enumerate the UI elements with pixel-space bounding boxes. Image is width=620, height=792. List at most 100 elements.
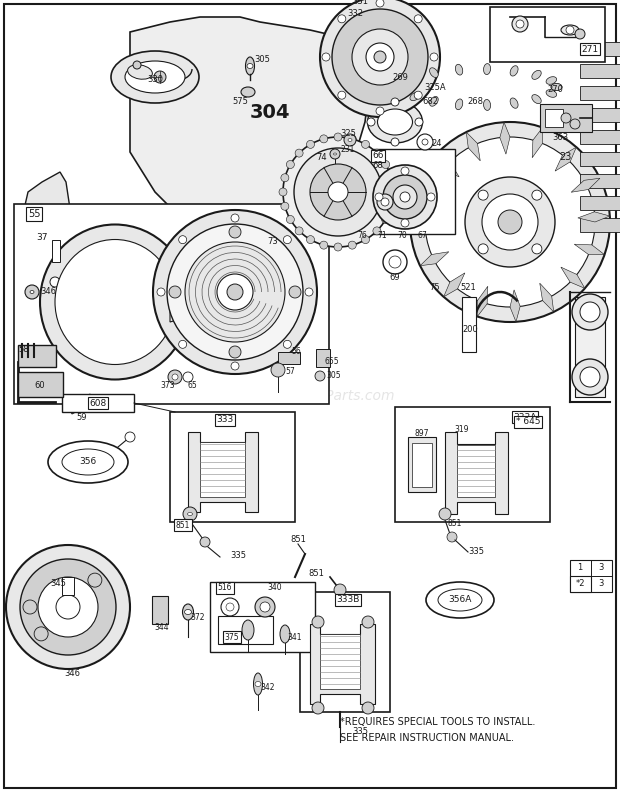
Circle shape — [414, 91, 422, 99]
Ellipse shape — [55, 239, 175, 364]
Circle shape — [348, 135, 356, 143]
Circle shape — [167, 224, 303, 360]
Circle shape — [179, 236, 187, 244]
Bar — [412, 443, 432, 487]
Text: 71: 71 — [377, 230, 387, 239]
Text: 305: 305 — [254, 55, 270, 64]
Polygon shape — [68, 394, 95, 414]
Circle shape — [393, 185, 417, 209]
Circle shape — [295, 227, 303, 235]
Text: 516: 516 — [218, 584, 232, 592]
Text: 70: 70 — [397, 230, 407, 239]
Circle shape — [430, 53, 438, 61]
Ellipse shape — [484, 100, 490, 110]
Circle shape — [362, 702, 374, 714]
Ellipse shape — [378, 109, 412, 135]
Text: 319: 319 — [454, 425, 469, 435]
Ellipse shape — [410, 74, 420, 82]
Text: 333: 333 — [216, 416, 234, 425]
Text: 851: 851 — [176, 520, 190, 530]
Bar — [395, 407, 550, 522]
Circle shape — [361, 236, 370, 244]
Circle shape — [482, 194, 538, 250]
Text: 304: 304 — [250, 102, 290, 121]
Polygon shape — [170, 282, 210, 322]
Text: SEE REPAIR INSTRUCTION MANUAL.: SEE REPAIR INSTRUCTION MANUAL. — [340, 733, 514, 743]
Circle shape — [375, 193, 383, 201]
Circle shape — [25, 285, 39, 299]
Ellipse shape — [532, 94, 541, 104]
Polygon shape — [20, 172, 72, 312]
Circle shape — [271, 363, 285, 377]
Bar — [580, 86, 620, 100]
Circle shape — [373, 165, 437, 229]
Ellipse shape — [551, 83, 562, 90]
Bar — [320, 634, 360, 689]
Circle shape — [200, 537, 210, 547]
Circle shape — [422, 139, 428, 145]
Ellipse shape — [410, 93, 420, 101]
Text: 330: 330 — [147, 75, 163, 85]
Circle shape — [295, 149, 303, 157]
Circle shape — [310, 164, 366, 220]
Text: 335: 335 — [468, 547, 484, 557]
Text: 333B: 333B — [336, 596, 360, 604]
Text: 682: 682 — [422, 97, 438, 106]
Text: 66: 66 — [372, 151, 384, 161]
Circle shape — [227, 284, 243, 300]
Ellipse shape — [430, 97, 438, 106]
Circle shape — [377, 194, 393, 210]
Ellipse shape — [399, 80, 410, 87]
Ellipse shape — [111, 51, 199, 103]
Ellipse shape — [242, 620, 254, 640]
Ellipse shape — [247, 63, 253, 68]
Circle shape — [229, 226, 241, 238]
Circle shape — [425, 137, 595, 307]
Circle shape — [168, 370, 182, 384]
Circle shape — [88, 573, 102, 587]
Circle shape — [125, 432, 135, 442]
Circle shape — [391, 138, 399, 146]
Circle shape — [566, 26, 574, 34]
Ellipse shape — [532, 70, 541, 79]
Text: 331: 331 — [352, 0, 368, 6]
Circle shape — [183, 372, 193, 382]
Circle shape — [561, 113, 571, 123]
Ellipse shape — [510, 98, 518, 109]
Bar — [580, 64, 620, 78]
Circle shape — [387, 173, 395, 182]
Text: 270: 270 — [547, 86, 563, 94]
Text: 375: 375 — [224, 633, 239, 642]
Bar — [570, 576, 591, 592]
Circle shape — [286, 215, 294, 223]
Text: 57: 57 — [285, 367, 295, 376]
Ellipse shape — [561, 25, 579, 35]
Text: 268: 268 — [467, 97, 483, 106]
Polygon shape — [444, 273, 465, 297]
Text: 363: 363 — [552, 134, 568, 143]
Text: 231: 231 — [341, 146, 355, 154]
Polygon shape — [571, 178, 600, 192]
Text: 373: 373 — [161, 380, 175, 390]
Circle shape — [221, 598, 239, 616]
Text: 342: 342 — [261, 683, 275, 692]
Text: 75: 75 — [430, 283, 440, 291]
Circle shape — [417, 134, 433, 150]
Ellipse shape — [438, 589, 482, 611]
Circle shape — [414, 15, 422, 23]
Bar — [316, 349, 330, 367]
Text: 325A: 325A — [424, 82, 446, 92]
Circle shape — [157, 288, 165, 296]
Bar — [355, 149, 455, 234]
Circle shape — [320, 241, 328, 249]
Text: 305: 305 — [327, 371, 342, 380]
Ellipse shape — [430, 68, 438, 78]
Circle shape — [465, 177, 555, 267]
Circle shape — [361, 140, 370, 148]
Circle shape — [348, 241, 356, 249]
Ellipse shape — [255, 681, 261, 687]
Bar — [575, 297, 605, 397]
Circle shape — [231, 362, 239, 370]
Circle shape — [373, 227, 381, 235]
Circle shape — [334, 133, 342, 141]
